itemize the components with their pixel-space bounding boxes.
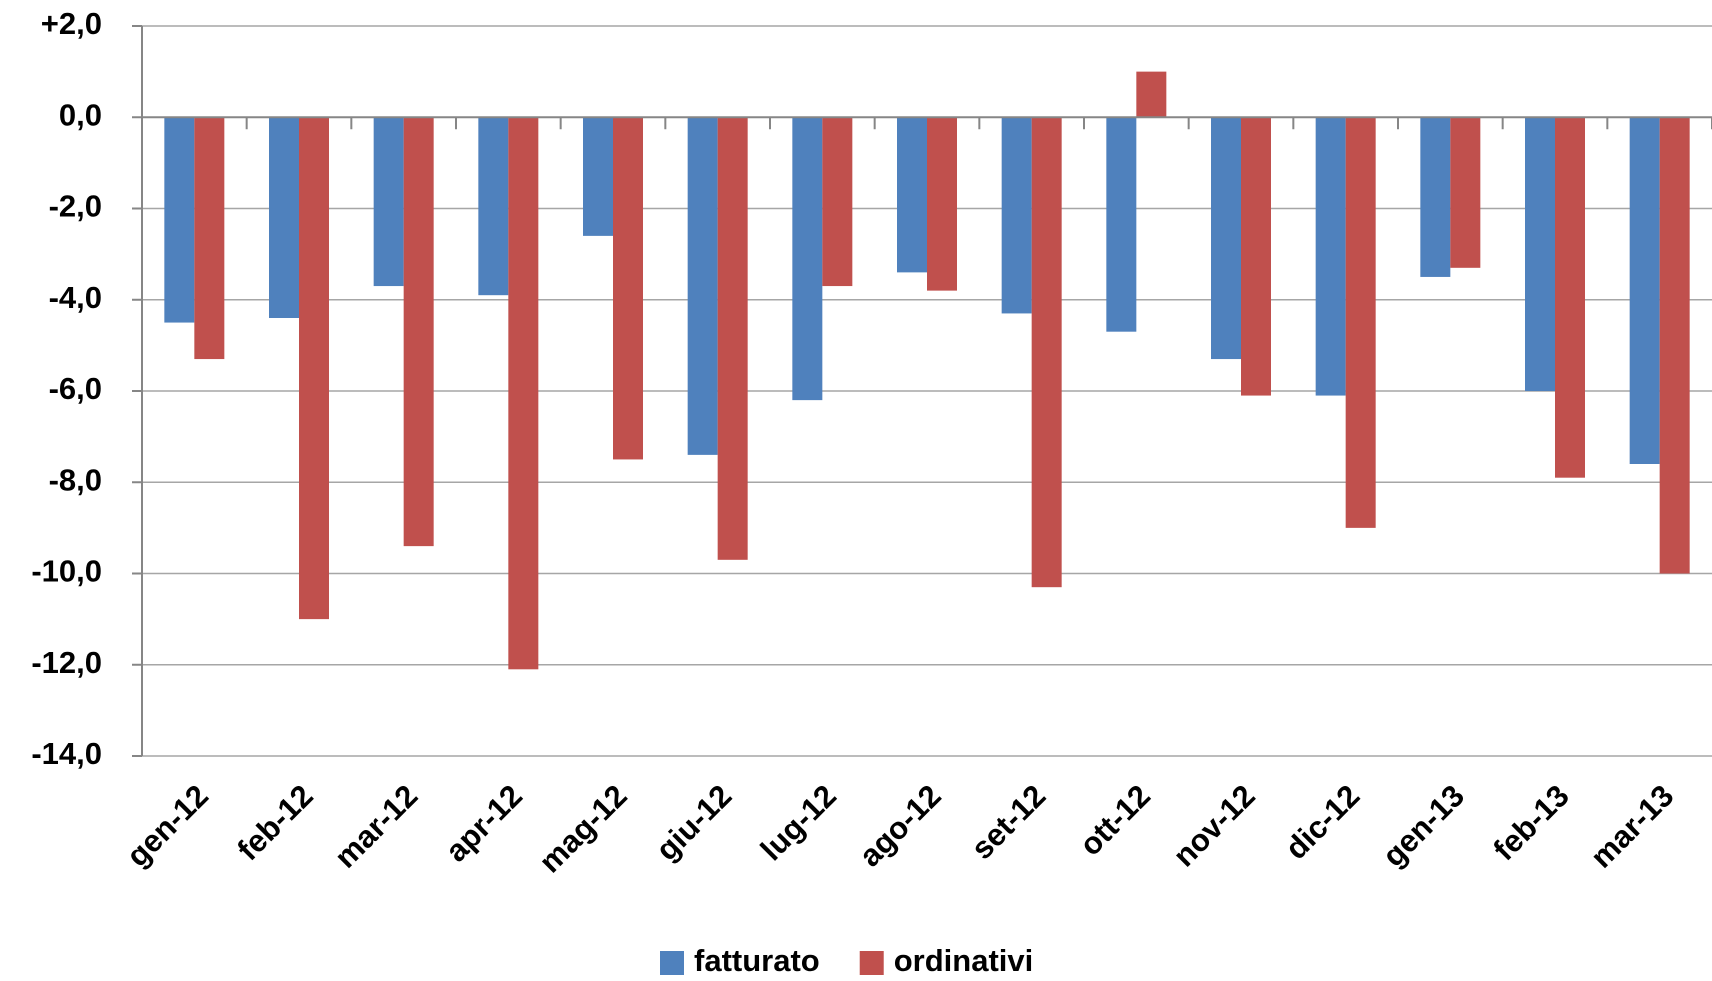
bar <box>508 117 539 670</box>
bar <box>1659 117 1690 574</box>
y-tick-label: -4,0 <box>49 280 102 315</box>
y-tick-label: -14,0 <box>31 736 102 771</box>
legend-swatch <box>859 951 884 975</box>
bar <box>1629 117 1660 464</box>
x-tick-label: giu-12 <box>649 778 738 867</box>
bar <box>613 117 643 460</box>
bar <box>792 117 823 401</box>
bar <box>1555 117 1585 478</box>
x-tick-label: mar-13 <box>1584 778 1681 875</box>
bar <box>164 117 195 323</box>
bar <box>822 117 853 287</box>
bar <box>897 117 927 273</box>
legend-label: ordinativi <box>894 943 1034 978</box>
bar <box>299 117 329 620</box>
bar <box>1241 117 1271 396</box>
y-tick-label: -10,0 <box>31 554 102 589</box>
bar <box>1136 71 1167 118</box>
y-tick-label: -6,0 <box>49 371 102 406</box>
x-tick-label: nov-12 <box>1166 778 1261 873</box>
y-tick-label: +2,0 <box>41 6 102 41</box>
x-tick-label: feb-13 <box>1486 778 1575 867</box>
x-tick-label: feb-12 <box>230 778 319 867</box>
y-tick-label: -8,0 <box>49 462 102 497</box>
bar <box>373 117 404 287</box>
bar <box>687 117 718 455</box>
bar <box>717 117 748 560</box>
x-tick-label: ago-12 <box>852 778 947 873</box>
x-tick-label: dic-12 <box>1278 778 1366 866</box>
y-tick-label: 0,0 <box>59 97 102 132</box>
bar <box>1031 117 1062 588</box>
bar <box>478 117 509 296</box>
bar <box>1001 117 1032 314</box>
bar <box>1315 117 1346 396</box>
bar <box>1525 117 1555 391</box>
bar <box>927 117 957 291</box>
y-tick-label: -2,0 <box>49 189 102 224</box>
bar <box>269 117 299 318</box>
bar <box>1420 117 1451 277</box>
bar <box>1211 117 1241 360</box>
x-tick-label: gen-13 <box>1376 778 1471 873</box>
legend-label: fatturato <box>694 943 820 978</box>
bar <box>1450 117 1481 268</box>
legend: fatturato ordinativi <box>660 943 1033 978</box>
x-tick-label: ott-12 <box>1073 778 1157 862</box>
legend-swatch <box>660 951 684 975</box>
x-tick-label: apr-12 <box>439 778 530 869</box>
bar <box>194 117 225 360</box>
x-tick-label: gen-12 <box>120 778 215 873</box>
bar <box>1345 117 1376 528</box>
y-tick-label: -12,0 <box>31 645 102 680</box>
x-tick-label: lug-12 <box>754 778 843 867</box>
bar <box>583 117 613 236</box>
bar <box>403 117 434 547</box>
x-tick-label: mag-12 <box>532 778 634 880</box>
bar <box>1106 117 1137 332</box>
x-tick-label: mar-12 <box>328 778 425 875</box>
x-tick-label: set-12 <box>964 778 1052 866</box>
